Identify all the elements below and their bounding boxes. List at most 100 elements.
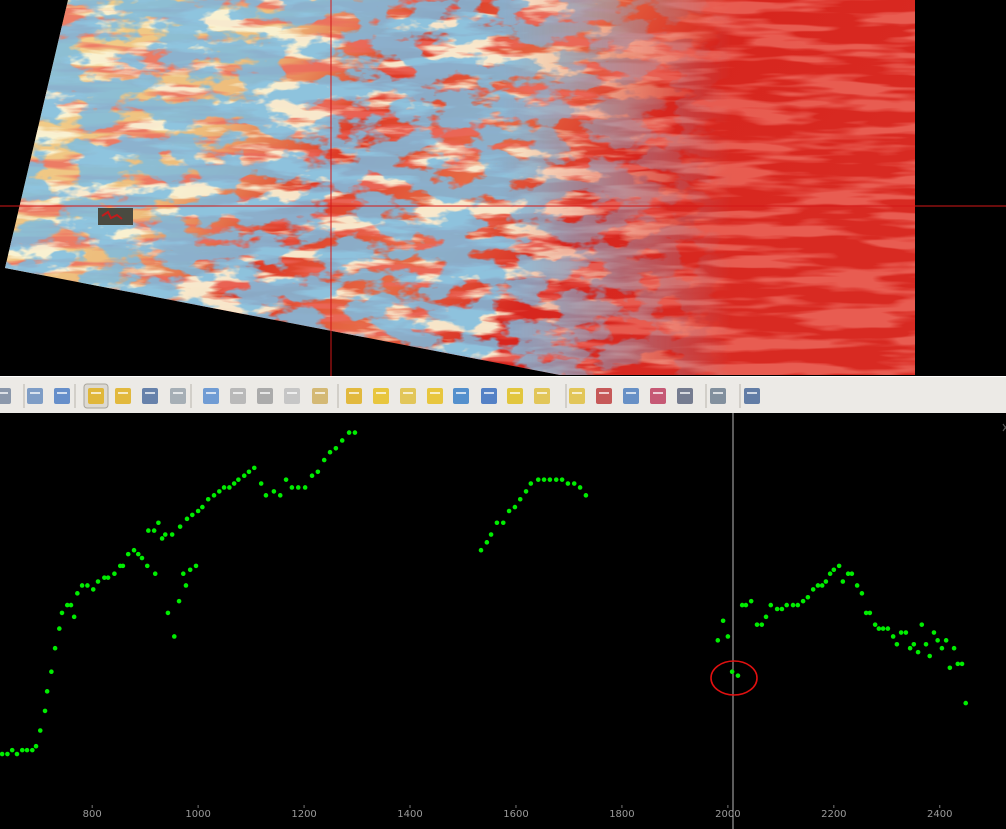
toolbar-button[interactable] (710, 388, 726, 404)
profile-point (840, 579, 846, 584)
profile-point (729, 669, 735, 675)
toolbar-icon (534, 388, 550, 404)
profile-point (583, 493, 589, 498)
profile-point (151, 528, 157, 533)
toolbar-button[interactable] (284, 388, 300, 404)
profile-point (211, 493, 217, 498)
profile-point (184, 516, 190, 522)
toolbar-button[interactable] (88, 388, 104, 404)
toolbar-icon (0, 388, 11, 404)
toolbar-button[interactable] (312, 388, 328, 404)
profile-point (512, 504, 518, 510)
profile-point (19, 747, 25, 753)
toolbar-button[interactable] (373, 388, 389, 404)
toolbar-button[interactable] (650, 388, 666, 404)
profile-point (553, 477, 559, 482)
profile-point (339, 438, 345, 443)
toolbar-icon (203, 388, 219, 404)
profile-point (748, 598, 754, 604)
x-tick-label: 800 (83, 809, 102, 820)
profile-point (64, 602, 70, 608)
x-tick-label: 2200 (821, 809, 846, 820)
toolbar-icon (744, 388, 760, 404)
toolbar-icon (623, 388, 639, 404)
profile-point (859, 591, 865, 596)
toolbar-button[interactable] (257, 388, 273, 404)
profile-point (193, 563, 199, 569)
toolbar-icon (677, 388, 693, 404)
toolbar-icon (373, 388, 389, 404)
toolbar-button[interactable] (677, 388, 693, 404)
profile-point (57, 626, 62, 631)
profile-point (152, 571, 158, 577)
toolbar-button[interactable] (27, 388, 43, 404)
plot-background (0, 413, 1006, 829)
profile-point (779, 606, 785, 612)
profile-point (484, 540, 490, 545)
x-tick-label: 1800 (609, 809, 634, 820)
toolbar-button[interactable] (427, 388, 443, 404)
profile-point (919, 622, 925, 627)
toolbar-icon-detail (572, 392, 582, 394)
toolbar-button[interactable] (170, 388, 186, 404)
toolbar-button[interactable] (534, 388, 550, 404)
toolbar-button[interactable] (142, 388, 158, 404)
toolbar-button[interactable] (596, 388, 612, 404)
profile-point (547, 477, 553, 482)
toolbar-icon (569, 388, 585, 404)
profile-point (805, 594, 811, 600)
profile-point (955, 661, 961, 667)
toolbar-button[interactable] (744, 388, 760, 404)
profile-point (894, 641, 900, 647)
profile-point (33, 743, 39, 749)
profile-point (169, 532, 175, 537)
toolbar (0, 376, 1006, 413)
toolbar-icon (453, 388, 469, 404)
toolbar-icon (312, 388, 328, 404)
toolbar-icon-detail (30, 392, 40, 394)
profile-point (903, 630, 909, 635)
profile-point (71, 614, 77, 620)
profile-point (815, 583, 821, 588)
toolbar-button[interactable] (0, 388, 11, 404)
toolbar-button[interactable] (569, 388, 585, 404)
profile-point (867, 610, 873, 616)
profile-plot: 800 1000 1200 1400 1600 1800 2000 2200 2400 (0, 413, 1006, 829)
profile-point (800, 598, 806, 604)
toolbar-icon-detail (510, 392, 520, 394)
map-canvas[interactable] (0, 0, 1006, 376)
profile-point (144, 563, 150, 569)
profile-point (102, 575, 107, 580)
toolbar-icon-detail (260, 392, 270, 394)
profile-point (165, 610, 171, 616)
profile-point (135, 551, 141, 557)
toolbar-button[interactable] (507, 388, 523, 404)
toolbar-icon-detail (233, 392, 243, 394)
profile-point (517, 496, 523, 502)
toolbar-button[interactable] (623, 388, 639, 404)
profile-point (171, 634, 177, 639)
profile-point (49, 669, 54, 675)
toolbar-button[interactable] (54, 388, 70, 404)
toolbar-button[interactable] (346, 388, 362, 404)
profile-point (523, 489, 529, 494)
x-tick-label: 1400 (397, 809, 422, 820)
toolbar-button[interactable] (400, 388, 416, 404)
profile-point (863, 610, 869, 616)
toolbar-button[interactable] (230, 388, 246, 404)
toolbar-button[interactable] (115, 388, 131, 404)
profile-point (5, 751, 10, 757)
profile-point (146, 528, 151, 533)
toolbar-icon-detail (680, 392, 690, 394)
toolbar-button[interactable] (481, 388, 497, 404)
profile-point (939, 645, 945, 651)
toolbar-icon-detail (653, 392, 663, 394)
toolbar-icon-detail (403, 392, 413, 394)
toolbar-icon-detail (0, 392, 8, 394)
profile-point (205, 496, 211, 502)
toolbar-button[interactable] (203, 388, 219, 404)
profile-point (156, 520, 161, 526)
toolbar-icon (481, 388, 497, 404)
toolbar-button[interactable] (453, 388, 469, 404)
